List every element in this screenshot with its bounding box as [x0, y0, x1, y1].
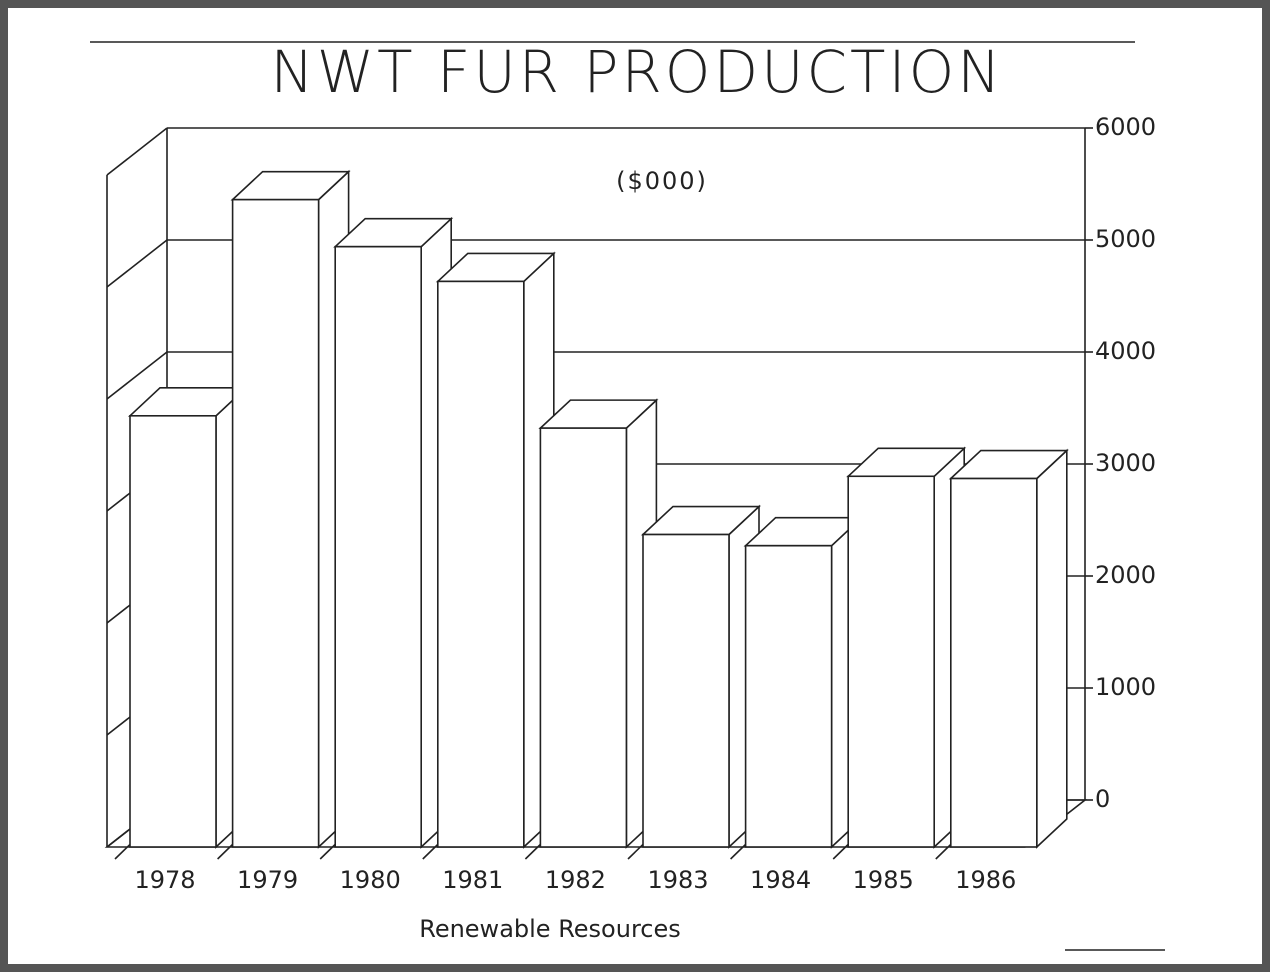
bar: [642, 533, 730, 848]
x-tick-label: 1984: [750, 866, 811, 894]
x-tick-label: 1985: [853, 866, 914, 894]
y-tick-label: 0: [1095, 785, 1110, 813]
bar: [539, 427, 628, 848]
x-tick-label: 1979: [237, 866, 298, 894]
y-tick-label: 2000: [1095, 561, 1156, 589]
y-tick-label: 6000: [1095, 113, 1156, 141]
bar: [436, 280, 525, 848]
bar-side: [1036, 448, 1068, 849]
side-grid-line: [106, 127, 168, 176]
y-tick-label: 5000: [1095, 225, 1156, 253]
x-tick-label: 1986: [955, 866, 1016, 894]
bar: [847, 475, 936, 848]
bar: [129, 414, 217, 848]
x-tick-label: 1982: [545, 866, 606, 894]
bar: [334, 245, 423, 848]
bar: [744, 544, 833, 848]
bar: [231, 198, 320, 848]
x-tick-label: 1983: [647, 866, 708, 894]
x-tick-label: 1981: [442, 866, 503, 894]
chart-title: NWT FUR PRODUCTION: [270, 38, 1003, 106]
bar: [949, 477, 1038, 848]
y-tick-label: 1000: [1095, 673, 1156, 701]
y-tick-label: 4000: [1095, 337, 1156, 365]
y-tick-label: 3000: [1095, 449, 1156, 477]
chart-subtitle: ($000): [616, 167, 708, 195]
x-tick-label: 1980: [340, 866, 401, 894]
x-axis-label: Renewable Resources: [419, 915, 681, 943]
x-tick-label: 1978: [134, 866, 195, 894]
side-grid-line: [106, 351, 168, 400]
side-grid-line: [106, 239, 168, 288]
